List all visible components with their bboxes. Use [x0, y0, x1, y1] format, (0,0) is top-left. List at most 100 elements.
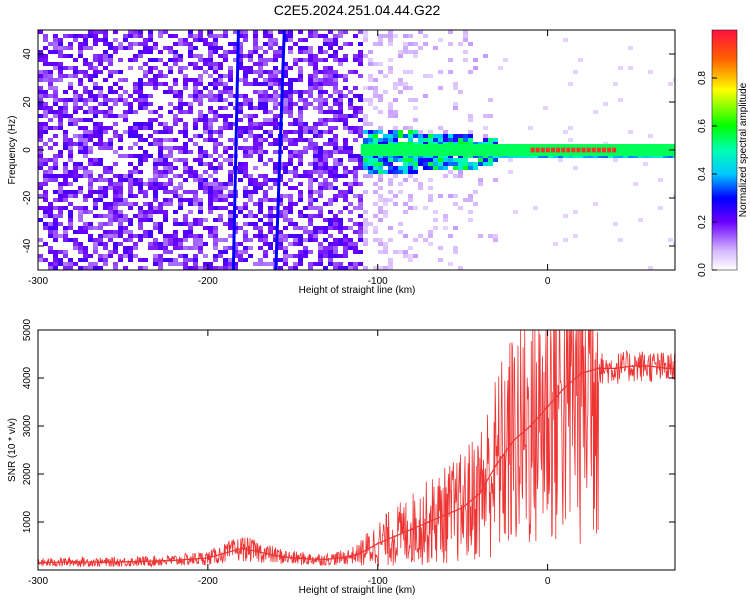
- spectrogram-cell: [258, 58, 263, 62]
- spectrogram-cell: [198, 98, 203, 102]
- spectrogram-cell: [113, 190, 118, 194]
- spectrogram-cell: [403, 86, 408, 90]
- spectrogram-cell: [188, 30, 193, 34]
- spectrogram-cell: [188, 78, 193, 82]
- spectrogram-cell: [218, 62, 223, 66]
- spectrogram-cell: [283, 258, 288, 262]
- spectrogram-cell: [293, 166, 298, 170]
- spectrogram-cell: [208, 174, 213, 178]
- spectrogram-cell: [73, 122, 78, 126]
- spectrogram-cell: [268, 78, 273, 82]
- spectrogram-cell: [463, 158, 468, 162]
- spectrogram-cell: [113, 122, 118, 126]
- spectrogram-cell: [363, 38, 368, 42]
- spectrogram-cell: [338, 146, 343, 150]
- spectrogram-cell: [173, 54, 178, 58]
- spectrogram-cell: [183, 150, 188, 154]
- spectrogram-cell: [223, 246, 228, 250]
- spectrogram-cell: [403, 234, 408, 238]
- spectrogram-cell: [78, 166, 83, 170]
- spectrogram-cell: [323, 42, 328, 46]
- spectrogram-cell: [448, 70, 453, 74]
- spectrogram-cell: [313, 198, 318, 202]
- spectrogram-cell: [383, 266, 388, 270]
- spectrogram-cell: [53, 94, 58, 98]
- spectrogram-cell: [243, 98, 248, 102]
- spectrogram-cell: [388, 182, 393, 186]
- spectrogram-cell: [63, 110, 68, 114]
- spectrogram-cell: [133, 110, 138, 114]
- spectrogram-cell: [383, 210, 388, 214]
- spectrogram-cell: [248, 146, 253, 150]
- spectrogram-cell: [353, 266, 358, 270]
- spectrogram-cell: [158, 230, 163, 234]
- spectrogram-cell: [108, 138, 113, 142]
- spectrogram-cell: [228, 262, 233, 266]
- spectrogram-cell: [228, 190, 233, 194]
- spectrogram-cell: [238, 102, 243, 106]
- spectrogram-cell: [373, 78, 378, 82]
- spectrogram-cell: [68, 42, 73, 46]
- spectrogram-cell: [318, 214, 323, 218]
- spectrogram-cell: [158, 130, 163, 134]
- colorbar-ticks: 0.00.20.40.60.8: [697, 71, 717, 277]
- spectrogram-cell: [303, 174, 308, 178]
- spectrogram-cell: [163, 202, 168, 206]
- spectrogram-cell: [573, 166, 578, 170]
- spectrogram-cell: [168, 86, 173, 90]
- spectrogram-cell: [68, 74, 73, 78]
- spectrogram-cell: [338, 90, 343, 94]
- spectrogram-cell: [263, 106, 268, 110]
- spectrogram-cell: [83, 142, 88, 146]
- spectrogram-cell: [403, 254, 408, 258]
- spectrogram-cell: [123, 46, 128, 50]
- spectrogram-cell: [283, 166, 288, 170]
- spectrogram-cell: [78, 126, 83, 130]
- spectrogram-cell: [208, 46, 213, 50]
- spectrogram-cell: [43, 122, 48, 126]
- spectrogram-cell: [183, 258, 188, 262]
- spectrogram-cell: [213, 266, 218, 270]
- spectrogram-cell: [508, 170, 513, 174]
- spectrogram-cell: [218, 218, 223, 222]
- spectrogram-cell: [458, 174, 463, 178]
- spectrogram-cell: [228, 94, 233, 98]
- spectrogram-cell: [48, 206, 53, 210]
- spectrogram-cell: [208, 182, 213, 186]
- spectrogram-cell: [358, 126, 363, 130]
- spectrogram-cell: [228, 78, 233, 82]
- spectrogram-cell: [428, 194, 433, 198]
- spectrogram-cell: [168, 138, 173, 142]
- spectrogram-cell: [238, 254, 243, 258]
- spectrogram-cell: [263, 138, 268, 142]
- spectrogram-cell: [468, 194, 473, 198]
- spectrogram-cell: [83, 118, 88, 122]
- spectrogram-cell: [128, 170, 133, 174]
- spectrogram-cell: [233, 246, 238, 250]
- spectrogram-cell: [383, 74, 388, 78]
- spectrogram-cell: [328, 174, 333, 178]
- spectrogram-cell: [183, 122, 188, 126]
- spectrogram-cell: [288, 242, 293, 246]
- spectrogram-cell: [188, 42, 193, 46]
- spectrogram-cell: [88, 110, 93, 114]
- spectrogram-cell: [363, 210, 368, 214]
- spectrogram-cell: [43, 54, 48, 58]
- spectrogram-cell: [348, 150, 353, 154]
- spectrogram-cell: [348, 210, 353, 214]
- spectrogram-cell: [443, 134, 448, 138]
- spectrogram-cell: [348, 266, 353, 270]
- spectrogram-cell: [53, 190, 58, 194]
- spectrogram-cells: [38, 30, 675, 270]
- spectrogram-cell: [568, 126, 573, 130]
- spectrogram-cell: [363, 130, 368, 134]
- spectrogram-cell: [93, 82, 98, 86]
- spectrogram-cell: [188, 106, 193, 110]
- spectrogram-cell: [68, 86, 73, 90]
- spectrogram-cell: [468, 210, 473, 214]
- spectrogram-cell: [148, 246, 153, 250]
- snr-data-point: [461, 506, 464, 509]
- spectrogram-cell: [298, 158, 303, 162]
- spectrogram-cell: [398, 90, 403, 94]
